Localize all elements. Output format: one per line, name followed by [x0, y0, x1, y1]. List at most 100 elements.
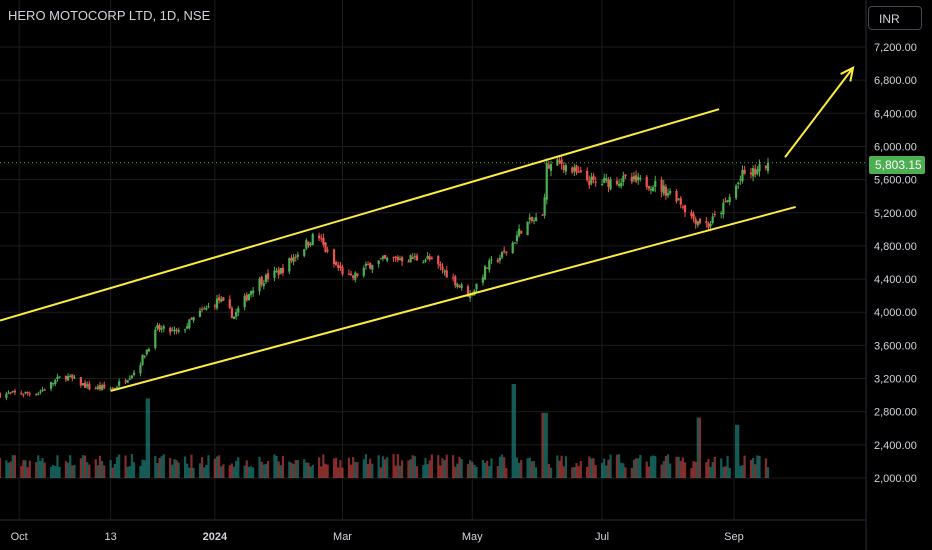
- upper-channel-line[interactable]: [0, 108, 720, 322]
- candle-body: [424, 259, 427, 262]
- volume-bar: [754, 464, 757, 478]
- volume-bar: [303, 459, 306, 478]
- candle-body: [481, 277, 485, 283]
- volume-bar: [469, 460, 472, 478]
- volume-bar: [575, 462, 578, 478]
- candle-body: [26, 391, 29, 394]
- candle-body: [277, 269, 280, 275]
- candle-body: [83, 382, 87, 388]
- candle-body: [669, 190, 672, 194]
- volume-bar: [245, 460, 248, 478]
- volume-bar: [356, 461, 359, 478]
- volume-bar: [764, 458, 767, 478]
- price-candles: [0, 154, 770, 401]
- candle-body: [279, 268, 282, 274]
- volume-bar: [475, 466, 478, 478]
- candle-body: [466, 286, 470, 297]
- candle-body: [483, 266, 487, 280]
- volume-bar: [396, 454, 399, 478]
- volume-bar: [513, 384, 516, 478]
- candle-body: [675, 190, 678, 202]
- volume-bar: [560, 455, 563, 478]
- candle-body: [237, 308, 240, 313]
- volume-bar: [96, 465, 99, 478]
- volume-bar: [556, 455, 559, 478]
- volume-bar: [409, 459, 412, 478]
- candle-body: [632, 176, 636, 180]
- volume-bar: [426, 464, 429, 478]
- candle-body: [617, 183, 621, 186]
- candle-body: [694, 218, 697, 224]
- volume-bar: [205, 464, 208, 478]
- volume-bar: [654, 456, 657, 478]
- candle-body: [169, 327, 172, 333]
- volume-bar: [711, 462, 714, 478]
- candle-body: [622, 175, 625, 183]
- candle-body: [73, 377, 76, 379]
- y-tick-label: 5,600.00: [874, 175, 917, 187]
- candle-body: [262, 283, 265, 286]
- volume-bar: [694, 461, 697, 478]
- volume-bar: [483, 462, 487, 478]
- volume-bar: [118, 454, 121, 478]
- candle-body: [128, 378, 131, 380]
- candle-body: [190, 317, 193, 320]
- volume-bar: [369, 458, 372, 478]
- volume-bar: [707, 459, 710, 478]
- candle-body: [141, 354, 144, 366]
- lower-channel-line[interactable]: [110, 206, 796, 392]
- x-tick-label: Oct: [11, 531, 28, 543]
- candle-body: [600, 183, 604, 185]
- candle-body: [81, 383, 85, 386]
- volume-bar: [0, 457, 2, 478]
- candle-body: [415, 255, 419, 261]
- trendlines[interactable]: [0, 65, 855, 392]
- candle-body: [683, 205, 687, 213]
- time-axis[interactable]: Oct 13 2024 Mar May Jul Sep: [11, 531, 744, 543]
- volume-bar: [177, 462, 180, 478]
- currency-button[interactable]: INR: [868, 6, 922, 30]
- y-tick-label: 5,200.00: [874, 208, 917, 220]
- volume-bar: [64, 461, 68, 478]
- volume-bar: [645, 461, 648, 478]
- candle-body: [579, 170, 582, 173]
- volume-bar: [192, 467, 195, 478]
- volume-bar: [324, 463, 327, 478]
- price-axis[interactable]: 7,200.00 6,800.00 6,400.00 6,000.00 5,600.00…: [874, 42, 917, 485]
- volume-bar: [445, 454, 448, 478]
- volume-bar: [392, 454, 395, 478]
- candle-body: [743, 169, 746, 175]
- candle-body: [486, 267, 489, 269]
- candle-body: [39, 391, 42, 393]
- candle-body: [339, 265, 342, 268]
- volume-bar: [9, 461, 12, 478]
- volume-bar: [505, 467, 508, 478]
- volume-bar: [579, 460, 582, 478]
- volume-bar: [400, 460, 404, 478]
- volume-bar: [111, 467, 114, 478]
- volume-bar: [52, 464, 55, 478]
- volume-bar: [79, 458, 82, 478]
- y-tick-label: 6,800.00: [874, 75, 917, 87]
- candle-body: [749, 172, 753, 175]
- candle-body: [707, 222, 710, 228]
- candle-body: [294, 256, 297, 258]
- volume-bar: [603, 458, 606, 478]
- arrow-head-icon: [840, 65, 855, 82]
- candle-body: [696, 221, 699, 226]
- candle-body: [490, 259, 493, 261]
- volume-bar: [222, 464, 225, 478]
- projection-arrow-line[interactable]: [784, 67, 854, 158]
- volume-bar: [158, 457, 161, 478]
- candle-body: [349, 273, 353, 276]
- volume-bar: [258, 456, 261, 478]
- volume-bar: [309, 466, 312, 478]
- candle-body: [713, 213, 716, 215]
- candle-body: [645, 176, 648, 187]
- volume-bar: [279, 465, 282, 478]
- volume-bar: [277, 461, 280, 478]
- volume-bar: [24, 460, 27, 478]
- candle-body: [177, 330, 180, 332]
- volume-bar: [558, 460, 561, 478]
